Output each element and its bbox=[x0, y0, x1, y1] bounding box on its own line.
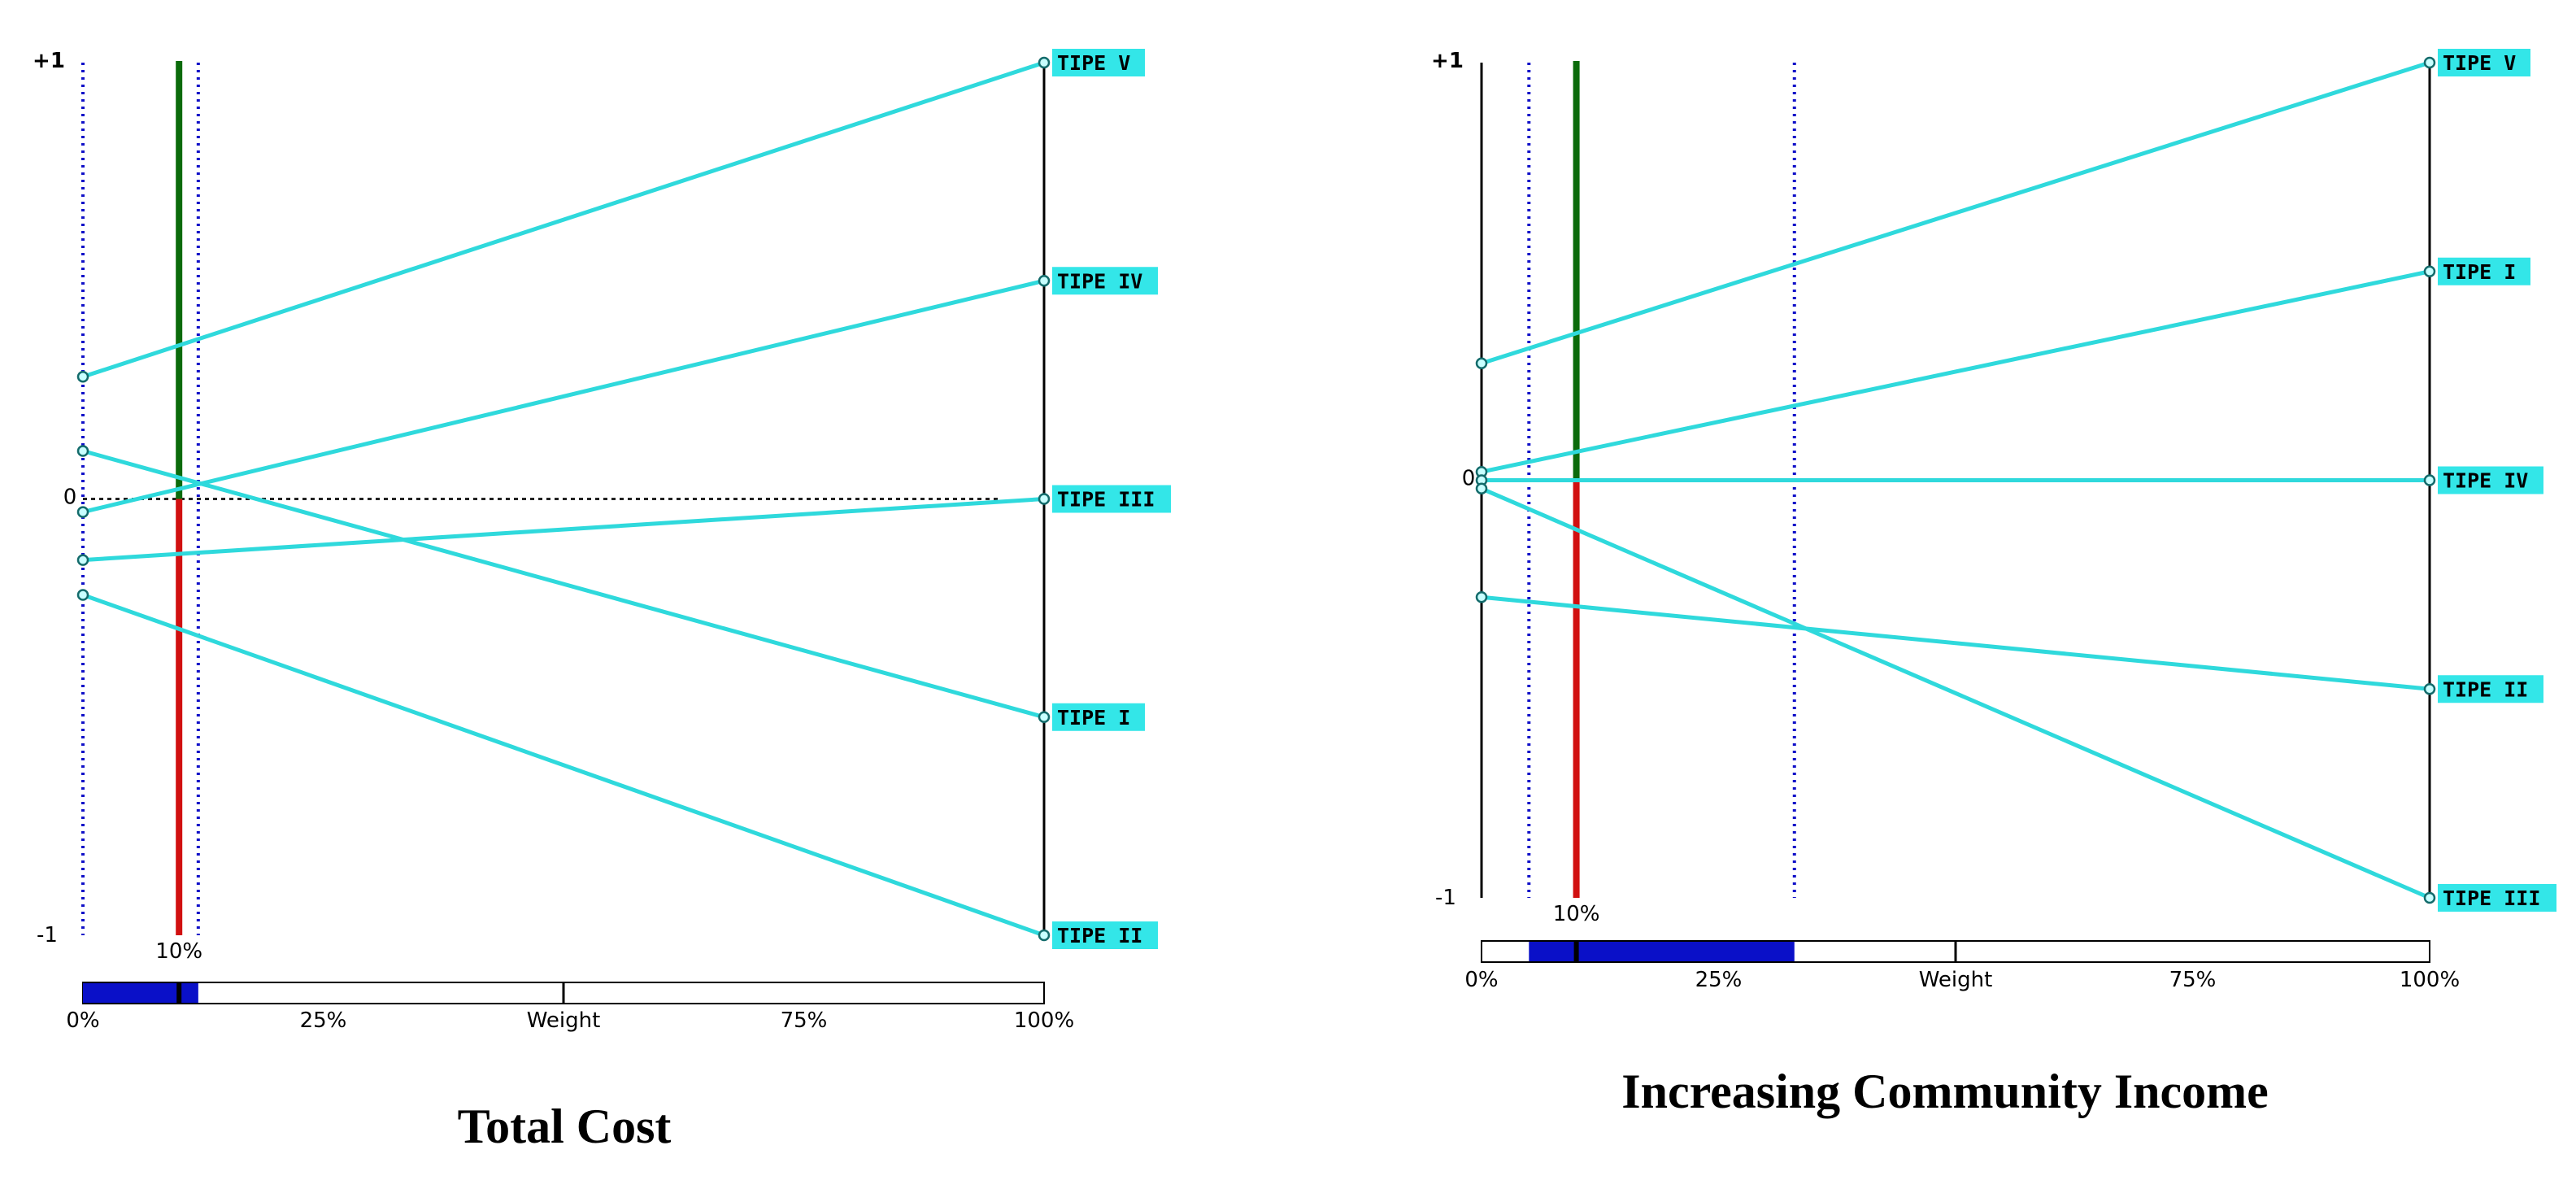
series-tag-label: TIPE V bbox=[1057, 51, 1130, 75]
series-point-start bbox=[76, 445, 89, 457]
series-tag-background bbox=[2438, 257, 2530, 285]
series-tag-background bbox=[1052, 921, 1158, 949]
series-tag-background bbox=[2438, 49, 2530, 76]
series-tag-background bbox=[2438, 466, 2543, 494]
series-point-end bbox=[2423, 56, 2436, 69]
series-tag-background bbox=[1052, 703, 1145, 731]
series-line bbox=[82, 497, 1045, 563]
series-point-end bbox=[1038, 929, 1051, 942]
series-point-end bbox=[2423, 683, 2436, 695]
series-tag-label: TIPE II bbox=[1057, 924, 1142, 947]
series-tag-label: TIPE V bbox=[2443, 51, 2516, 75]
series-tag-label: TIPE I bbox=[1057, 706, 1130, 730]
series-point-end bbox=[1038, 711, 1051, 723]
series-point-end bbox=[1038, 493, 1051, 505]
series-tag-label: TIPE IV bbox=[1057, 269, 1142, 293]
weight-bar-stability-fill bbox=[1529, 942, 1795, 961]
x-tick-label: 0% bbox=[1464, 968, 1498, 992]
series-line bbox=[82, 593, 1045, 938]
series-point-start bbox=[1475, 357, 1488, 369]
total-cost-panel: Total Cost TIPE V TIPE IV TIPE III TIPE I TI… bbox=[33, 49, 1171, 1153]
y-zero-label: 0 bbox=[1462, 467, 1476, 491]
x-tick-label: 25% bbox=[300, 1008, 347, 1033]
x-tick-label: 0% bbox=[66, 1008, 99, 1033]
series-point-start bbox=[1475, 591, 1488, 603]
series-line bbox=[1481, 486, 2430, 900]
x-tick-label: 75% bbox=[2169, 968, 2217, 992]
series-point-start bbox=[1475, 482, 1488, 495]
x-tick-label: 100% bbox=[2400, 968, 2460, 992]
y-bottom-label: -1 bbox=[37, 923, 58, 947]
series-tag-background bbox=[2438, 884, 2556, 912]
x-tick-label: 25% bbox=[1695, 968, 1743, 992]
series-line bbox=[1481, 269, 2430, 474]
series-point-end bbox=[2423, 265, 2436, 277]
series-tag-background bbox=[1052, 485, 1171, 513]
y-bottom-label: -1 bbox=[1435, 886, 1456, 910]
y-zero-label: 0 bbox=[63, 486, 77, 510]
chart-title: Total Cost bbox=[458, 1100, 672, 1153]
series-tag-background bbox=[1052, 267, 1158, 295]
current-weight-label: 10% bbox=[1553, 902, 1600, 926]
x-tick-label: Weight bbox=[527, 1008, 601, 1033]
series-point-end bbox=[2423, 474, 2436, 486]
community-income-panel: Increasing Community Income TIPE V TIPE I… bbox=[1431, 49, 2556, 1118]
series-line bbox=[82, 278, 1045, 515]
series-line bbox=[1481, 594, 2430, 691]
series-point-end bbox=[1038, 56, 1051, 69]
series-tag-label: TIPE I bbox=[2443, 260, 2516, 284]
series-tag-label: TIPE III bbox=[1057, 488, 1155, 512]
series-tag-label: TIPE III bbox=[2443, 886, 2540, 910]
chart-title: Increasing Community Income bbox=[1621, 1065, 2269, 1118]
series-point-start bbox=[76, 371, 89, 383]
series-point-end bbox=[1038, 275, 1051, 287]
series-line bbox=[82, 60, 1045, 379]
series-tag-background bbox=[1052, 49, 1145, 76]
series-point-start bbox=[76, 554, 89, 566]
series-tag-label: TIPE IV bbox=[2443, 469, 2528, 493]
series-point-end bbox=[2423, 891, 2436, 904]
series-tag-label: TIPE II bbox=[2443, 677, 2528, 701]
series-line bbox=[1481, 60, 2430, 366]
y-top-label: +1 bbox=[33, 49, 65, 73]
current-weight-label: 10% bbox=[155, 939, 202, 964]
x-tick-label: 100% bbox=[1014, 1008, 1074, 1033]
x-tick-label: Weight bbox=[1919, 968, 1993, 992]
series-line bbox=[82, 449, 1045, 720]
series-point-start bbox=[76, 589, 89, 601]
y-top-label: +1 bbox=[1431, 49, 1464, 73]
series-tag-background bbox=[2438, 675, 2543, 703]
x-tick-label: 75% bbox=[781, 1008, 828, 1033]
series-point-start bbox=[76, 506, 89, 518]
